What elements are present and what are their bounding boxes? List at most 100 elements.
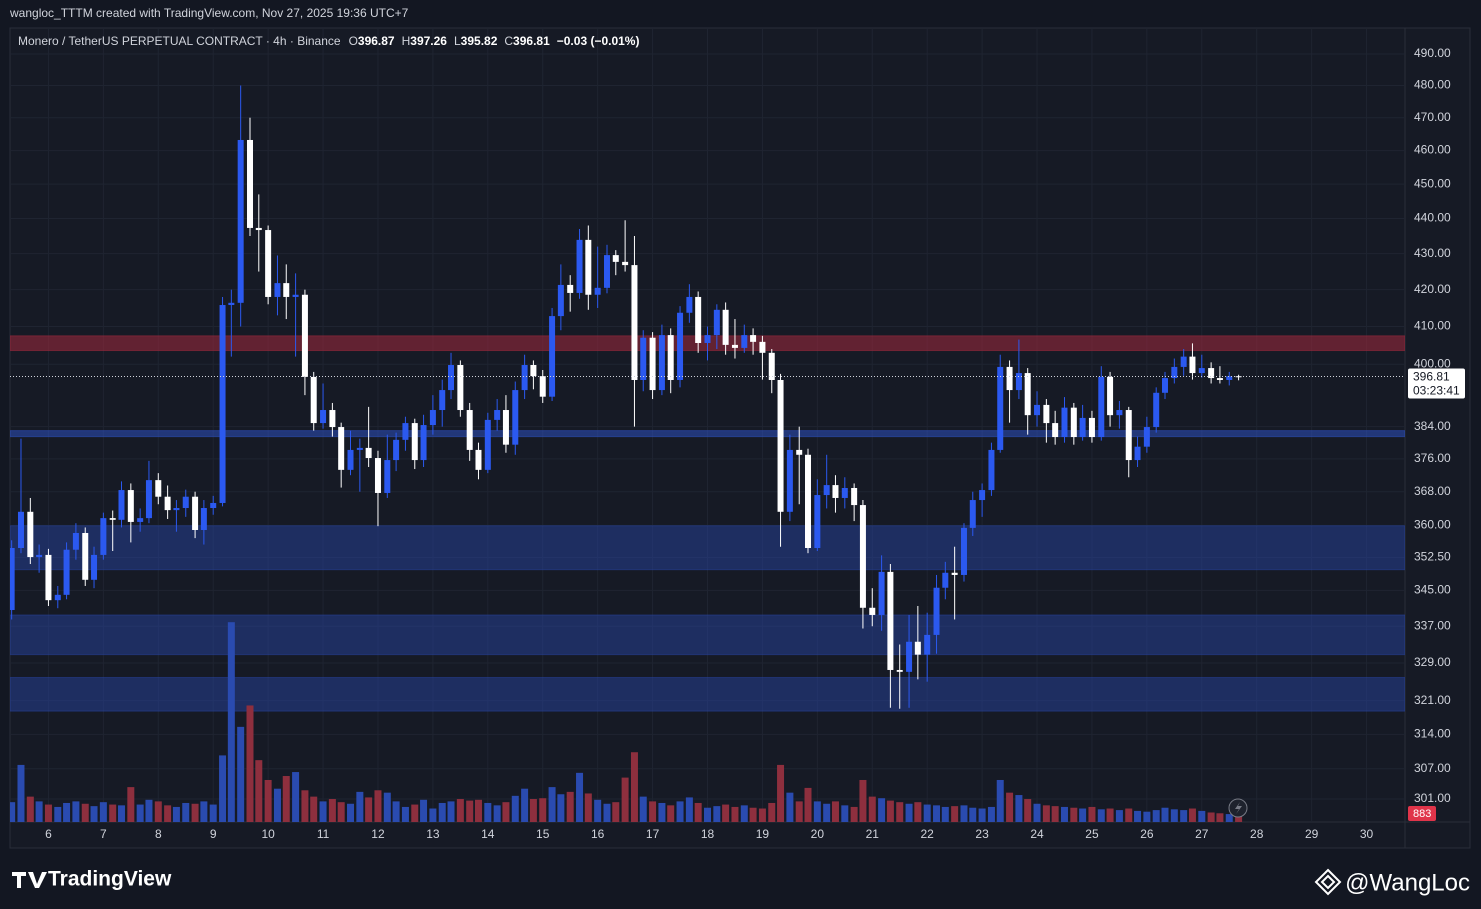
legend-value: 395.82 [461, 34, 498, 48]
volume-bar [109, 804, 117, 822]
volume-bar [301, 790, 309, 822]
zone [10, 676, 1405, 712]
volume-bar [72, 801, 80, 822]
candle-body [713, 309, 720, 336]
volume-bar [1134, 810, 1142, 822]
last-volume-label: 883 [1413, 808, 1431, 820]
volume-bar [1060, 806, 1068, 822]
author-logo [1314, 868, 1342, 896]
volume-bar [191, 803, 199, 822]
volume-bar [896, 802, 904, 822]
x-tick-label: 20 [811, 827, 825, 841]
volume-bar [548, 787, 556, 822]
volume-bar [731, 806, 739, 822]
volume-bar [685, 797, 693, 822]
volume-bar [374, 790, 382, 822]
candle-body [594, 287, 601, 295]
volume-bar [996, 779, 1004, 822]
candle-body [265, 230, 272, 297]
legend-value: 397.26 [410, 34, 447, 48]
y-tick-label: 301.00 [1414, 791, 1451, 805]
volume-bar [850, 806, 858, 822]
candle-body [420, 425, 427, 461]
x-tick-label: 17 [646, 827, 660, 841]
footer: TradingView @WangLoc [12, 868, 1470, 896]
candle-body [1088, 417, 1095, 438]
volume-bar [1097, 809, 1105, 822]
candle-body [878, 571, 885, 615]
candle-body [1143, 427, 1150, 447]
volume-bar [145, 799, 153, 822]
volume-bar [521, 788, 529, 822]
candle-body [914, 641, 921, 655]
volume-bar [44, 804, 52, 822]
volume-bar [54, 806, 62, 822]
candle-body [347, 449, 354, 470]
volume-bar [667, 805, 675, 822]
volume-bar [603, 803, 611, 822]
volume-bar [1188, 808, 1196, 822]
volume-bar [658, 802, 666, 822]
volume-bar [831, 801, 839, 822]
candle-body [979, 490, 986, 501]
candle-body [750, 335, 757, 342]
legend: Monero / TetherUS PERPETUAL CONTRACT · 4… [18, 34, 639, 48]
volume-bar [484, 802, 492, 822]
candle-body [1198, 368, 1205, 374]
candle-body [841, 487, 848, 498]
candle-body [292, 294, 299, 297]
candle-body [374, 458, 381, 493]
volume-bar [713, 806, 721, 822]
volume-bar [1235, 814, 1243, 822]
candle-body [805, 454, 812, 548]
x-tick-label: 28 [1250, 827, 1264, 841]
volume-bar [777, 764, 785, 822]
candle-body [118, 490, 125, 520]
candle-body [137, 518, 144, 522]
candle-body [823, 485, 830, 496]
volume-bar [17, 764, 25, 822]
legend-prefix: C [504, 34, 513, 48]
volume-bar [117, 805, 125, 822]
volume-bar [273, 788, 281, 822]
volume-bar [493, 805, 501, 822]
volume-bar [466, 800, 474, 822]
legend-prefix: L [454, 34, 461, 48]
volume-bar [914, 802, 922, 822]
candle-body [466, 410, 473, 450]
candle-body [63, 549, 70, 595]
x-tick-label: 6 [45, 827, 52, 841]
candle-body [1116, 410, 1123, 416]
legend-value: 396.87 [358, 34, 395, 48]
volume-bar [411, 804, 419, 822]
volume-bar [337, 802, 345, 822]
symbol-title: Monero / TetherUS PERPETUAL CONTRACT · 4… [18, 34, 341, 48]
candle-body [1153, 392, 1160, 428]
volume-bar [612, 802, 620, 822]
y-tick-label: 329.00 [1414, 655, 1451, 669]
candle-body [219, 305, 226, 503]
candle-body [274, 283, 281, 297]
x-tick-label: 13 [426, 827, 440, 841]
volume-bar [951, 806, 959, 822]
volume-bar [740, 805, 748, 822]
volume-bar [136, 804, 144, 822]
y-tick-label: 376.00 [1414, 451, 1451, 465]
candle-body [1070, 407, 1077, 438]
candle-body [192, 496, 199, 531]
candle-body [457, 365, 464, 411]
candle-body [1061, 407, 1068, 438]
candle-body [741, 335, 748, 348]
volume-bar [1115, 810, 1123, 822]
volume-bar [923, 804, 931, 822]
x-tick-label: 7 [100, 827, 107, 841]
y-tick-label: 470.00 [1414, 110, 1451, 124]
volume-bar [1106, 808, 1114, 822]
brand-logo [12, 872, 47, 888]
volume-bar [209, 804, 217, 822]
candle-body [549, 316, 556, 397]
candle-body [869, 607, 876, 615]
x-tick-label: 14 [481, 827, 495, 841]
volume-bar [639, 796, 647, 822]
candle-body [494, 410, 501, 420]
